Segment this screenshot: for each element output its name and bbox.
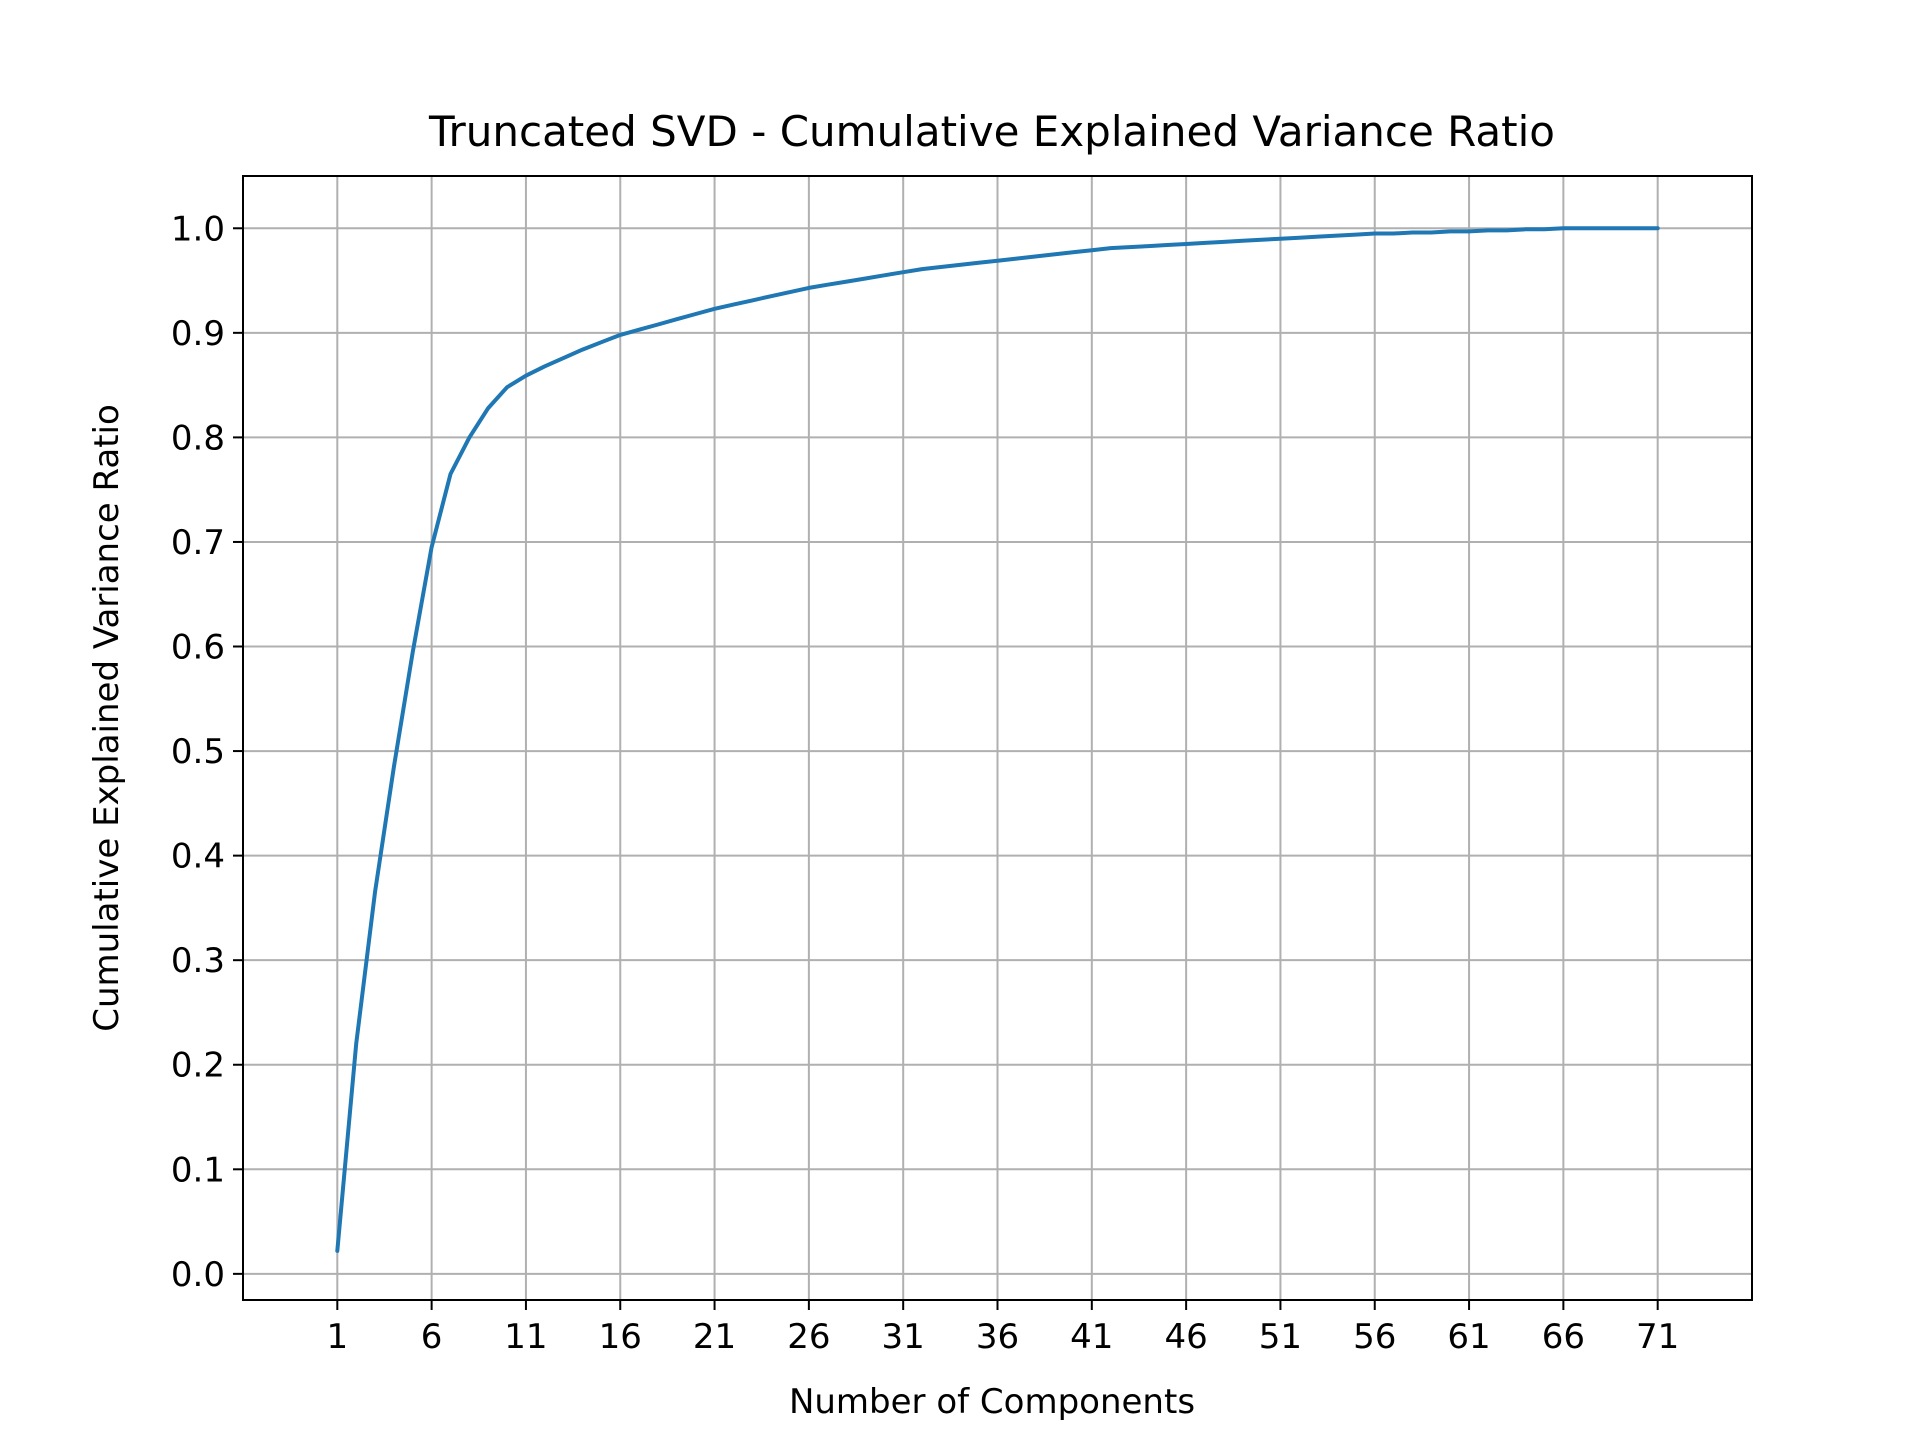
x-axis-title: Number of Components [789, 1382, 1195, 1422]
x-tick-label: 61 [1447, 1317, 1490, 1357]
y-tick-label: 0.9 [171, 314, 225, 354]
y-tick-label: 0.4 [171, 837, 225, 877]
x-tick-label: 16 [599, 1317, 642, 1357]
x-tick-label: 46 [1164, 1317, 1207, 1357]
y-tick-label: 0.3 [171, 941, 225, 981]
x-tick-label: 31 [882, 1317, 925, 1357]
y-axis-title: Cumulative Explained Variance Ratio [87, 404, 127, 1032]
y-tick-label: 0.0 [171, 1255, 225, 1295]
y-tick-label: 0.1 [171, 1150, 225, 1190]
chart-title: Truncated SVD - Cumulative Explained Var… [428, 107, 1555, 156]
series-line [335, 226, 1660, 1253]
x-tick-label: 51 [1259, 1317, 1302, 1357]
x-tick-label: 71 [1636, 1317, 1679, 1357]
x-tick-label: 6 [421, 1317, 443, 1357]
y-tick-label: 0.2 [171, 1046, 225, 1086]
y-tick-label: 0.5 [171, 732, 225, 772]
x-tick-label: 56 [1353, 1317, 1396, 1357]
y-tick-label: 0.7 [171, 523, 225, 563]
x-axis: 1 6 11 16 21 26 31 36 41 46 51 56 61 66 71 [326, 1300, 1679, 1357]
y-tick-label: 0.6 [171, 628, 225, 668]
x-tick-label: 11 [504, 1317, 547, 1357]
x-tick-label: 1 [326, 1317, 348, 1357]
x-tick-label: 36 [976, 1317, 1019, 1357]
x-tick-label: 66 [1542, 1317, 1585, 1357]
y-tick-label: 1.0 [171, 209, 225, 249]
y-axis: 0.0 0.1 0.2 0.3 0.4 0.5 0.6 0.7 0.8 0.9 1.0 [171, 209, 243, 1295]
x-tick-label: 21 [693, 1317, 736, 1357]
y-tick-label: 0.8 [171, 418, 225, 458]
x-tick-label: 26 [787, 1317, 830, 1357]
grid [243, 176, 1752, 1300]
x-tick-label: 41 [1070, 1317, 1113, 1357]
